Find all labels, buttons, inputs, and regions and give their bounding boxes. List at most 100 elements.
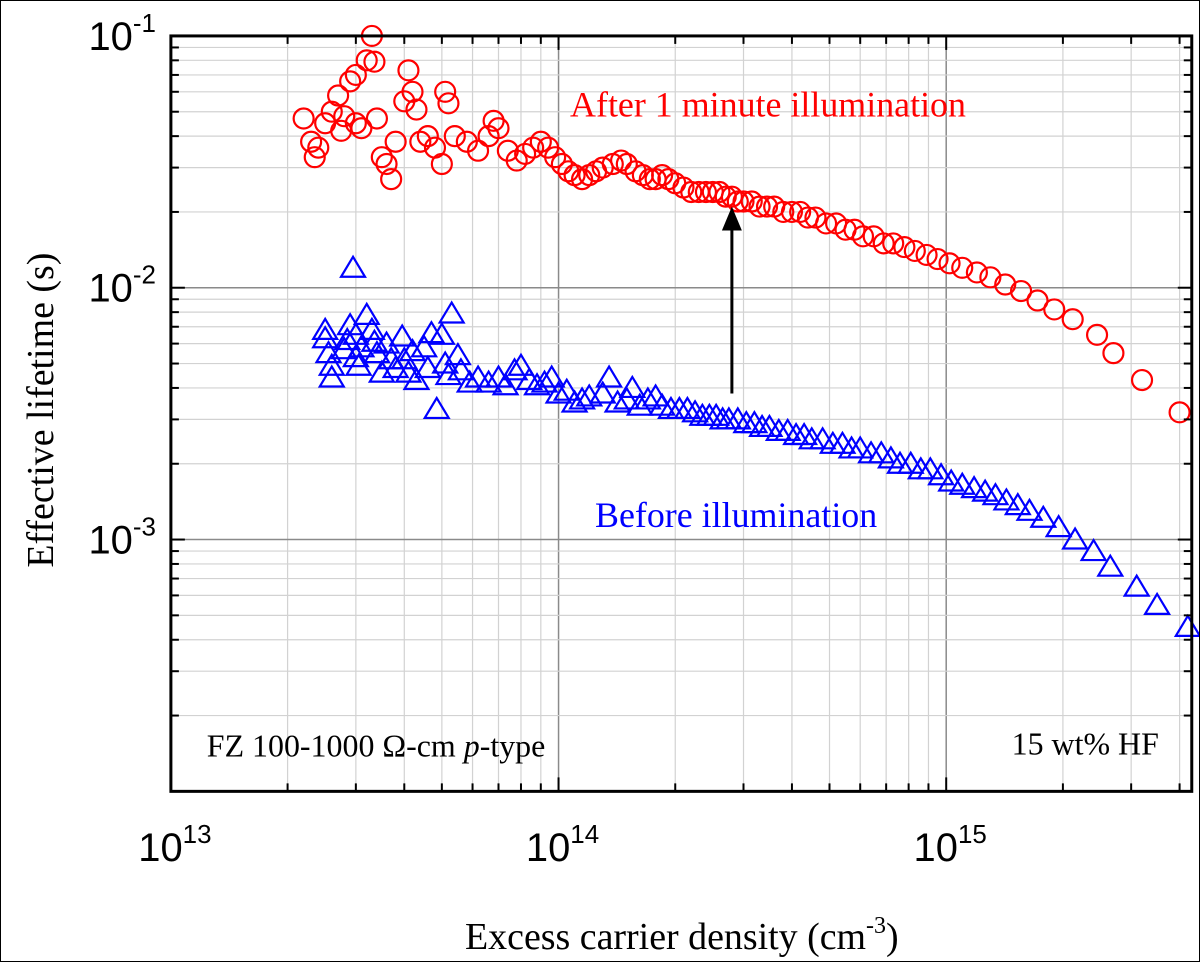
before-illumination-point — [333, 326, 362, 351]
y-axis-title: Effective lifetime (s) — [20, 253, 62, 568]
after-illumination-point — [651, 164, 674, 187]
before-illumination-point — [1173, 613, 1199, 637]
after-illumination-series — [292, 24, 1191, 424]
before-illumination-point — [1029, 504, 1058, 528]
sample-description: FZ 100-1000 Ω-cm p-type — [207, 728, 545, 763]
x-tick-label: 1015 — [914, 821, 987, 870]
sample-mid: -cm — [406, 728, 464, 763]
y-tick-label: 10-2 — [88, 262, 155, 311]
x-axis-title-tail: ) — [886, 916, 899, 958]
before-illumination-point — [434, 361, 463, 386]
before-illumination-point — [948, 471, 977, 495]
after-illumination-point — [732, 190, 755, 213]
after-illumination-point — [1009, 279, 1033, 303]
after-illumination-point — [557, 160, 580, 183]
before-illumination-point — [311, 316, 340, 340]
y-tick-label: 10-3 — [88, 514, 155, 563]
arrow-head — [721, 206, 742, 231]
after-illumination-point — [544, 146, 567, 169]
after-illumination-point — [610, 149, 633, 172]
after-illumination-point — [815, 212, 838, 235]
after-illumination-point — [772, 200, 795, 224]
before-illumination-point — [352, 301, 381, 325]
after-illumination-point — [430, 152, 453, 176]
before-illumination-point — [673, 395, 702, 420]
before-illumination-point — [588, 380, 617, 404]
before-illumination-point — [544, 380, 573, 404]
after-illumination-point — [487, 117, 510, 140]
after-illumination-point — [550, 152, 573, 176]
after-illumination-point — [680, 180, 703, 204]
before-illumination-point — [381, 354, 410, 379]
before-illumination-point — [398, 338, 427, 362]
before-illumination-point — [431, 350, 460, 374]
after-illumination-point — [893, 236, 916, 259]
before-illumination-point — [507, 352, 535, 376]
before-illumination-point — [339, 254, 367, 278]
before-illumination-point — [740, 409, 769, 434]
after-illumination-point — [514, 142, 537, 165]
after-illumination-point — [292, 107, 315, 130]
before-illumination-point — [474, 369, 503, 393]
after-illumination-point — [708, 180, 731, 204]
after-illumination-point — [437, 92, 460, 115]
before-illumination-point — [1015, 497, 1044, 521]
y-tick-label: 10-1 — [88, 10, 155, 59]
after-illumination-point — [1026, 289, 1049, 312]
before-illumination-point — [500, 357, 529, 381]
x-tick-label: 1014 — [526, 821, 599, 870]
after-illumination-point — [938, 252, 961, 275]
after-illumination-point — [443, 125, 466, 148]
before-illumination-label: Before illumination — [595, 495, 877, 535]
after-illumination-point — [401, 80, 424, 103]
after-illumination-point — [1102, 342, 1125, 365]
data-series — [292, 24, 1199, 637]
after-illumination-point — [1085, 323, 1109, 346]
before-illumination-point — [437, 300, 466, 324]
after-illumination-point — [370, 146, 393, 169]
after-illumination-point — [638, 168, 661, 191]
before-illumination-point — [702, 402, 731, 426]
sample-prefix: FZ 100-1000 — [207, 728, 383, 763]
before-illumination-point — [455, 369, 484, 393]
before-illumination-point — [896, 450, 925, 474]
after-illumination-point — [339, 70, 362, 93]
before-illumination-point — [1096, 553, 1125, 577]
after-illumination-point — [804, 206, 827, 229]
plot-frame — [169, 34, 1194, 793]
after-illumination-point — [405, 98, 428, 121]
before-illumination-point — [1122, 573, 1151, 597]
before-illumination-point — [1044, 514, 1073, 538]
after-illumination-point — [1061, 308, 1084, 331]
after-illumination-point — [355, 49, 378, 72]
after-illumination-point — [926, 247, 949, 271]
before-illumination-point — [790, 421, 819, 446]
before-illumination-point — [633, 386, 662, 410]
before-illumination-point — [357, 316, 386, 340]
after-illumination-point — [882, 232, 905, 255]
before-illumination-point — [846, 435, 875, 459]
before-illumination-point — [427, 321, 456, 345]
before-illumination-point — [447, 357, 475, 381]
before-illumination-point — [347, 334, 376, 358]
before-illumination-point — [317, 364, 346, 388]
increase-arrow — [721, 206, 742, 394]
after-illumination-point — [872, 232, 895, 255]
after-illumination-point — [780, 200, 804, 224]
before-illumination-point — [681, 399, 709, 423]
after-illumination-point — [434, 80, 457, 103]
before-illumination-point — [568, 386, 596, 410]
after-illumination-point — [307, 136, 330, 159]
before-illumination-point — [1003, 492, 1032, 516]
before-illumination-point — [491, 372, 520, 396]
omega-symbol: Ω — [382, 728, 406, 763]
after-illumination-point — [350, 117, 373, 140]
before-illumination-point — [344, 352, 373, 376]
after-illumination-point — [915, 243, 938, 266]
after-illumination-point — [965, 261, 988, 284]
after-illumination-point — [300, 130, 323, 153]
before-illumination-point — [523, 372, 551, 396]
x-tick-label: 1013 — [138, 821, 211, 870]
after-illumination-point — [409, 130, 432, 153]
